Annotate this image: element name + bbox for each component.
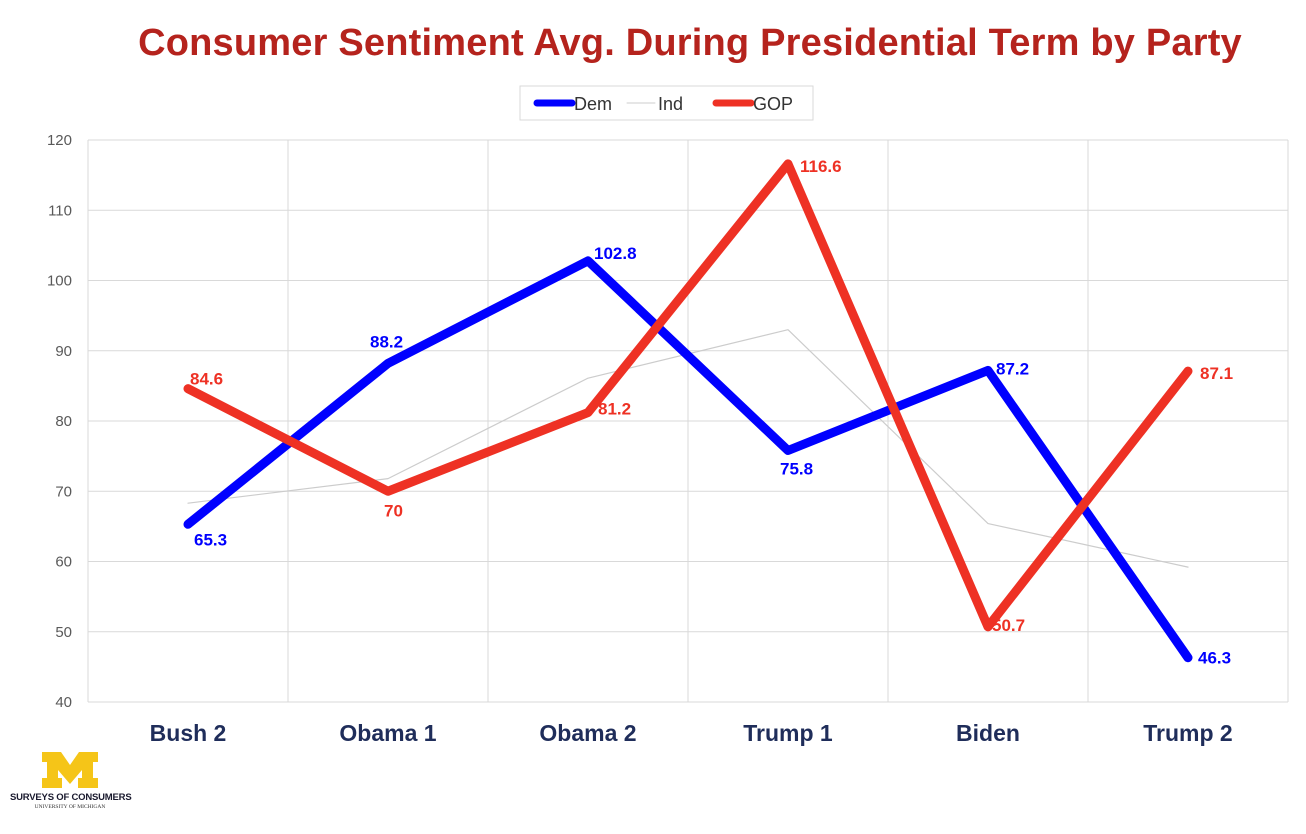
legend-label-ind: Ind	[658, 94, 683, 114]
data-label-layer: 65.3 88.2 102.8 75.8 87.2 46.3 84.6 70 81.2 116.6…	[190, 157, 1233, 668]
data-label-dem: 75.8	[780, 460, 813, 479]
y-tick-label: 100	[47, 273, 72, 290]
x-tick-label: Biden	[956, 720, 1020, 746]
grid-layer	[87, 139, 1289, 703]
data-label-gop: 81.2	[598, 400, 631, 419]
data-label-gop: 70	[384, 501, 403, 520]
data-label-dem: 87.2	[996, 359, 1029, 378]
x-tick-label: Bush 2	[150, 720, 227, 746]
data-label-gop: 116.6	[800, 157, 842, 176]
data-label-dem: 102.8	[594, 244, 637, 263]
x-tick-label: Trump 2	[1143, 720, 1232, 746]
logo-text-line2: UNIVERSITY OF MICHIGAN	[34, 804, 106, 810]
legend-label-dem: Dem	[574, 94, 612, 114]
series-line-gop	[183, 159, 1193, 632]
series-layer	[183, 159, 1193, 663]
y-tick-label: 90	[55, 343, 72, 360]
x-tick-label: Trump 1	[743, 720, 833, 746]
surveys-of-consumers-logo: SURVEYS OF CONSUMERS UNIVERSITY OF MICHI…	[10, 748, 132, 828]
data-label-dem: 65.3	[194, 530, 227, 549]
x-tick-label: Obama 2	[539, 720, 636, 746]
y-tick-label: 50	[55, 624, 72, 641]
y-tick-label: 70	[55, 483, 72, 500]
data-label-dem: 46.3	[1198, 649, 1231, 668]
x-tick-label: Obama 1	[339, 720, 436, 746]
legend-label-gop: GOP	[753, 94, 793, 114]
legend: Dem Ind GOP	[519, 85, 814, 121]
series-line-dem	[183, 256, 1193, 663]
data-label-gop: 84.6	[190, 370, 223, 389]
logo-text-line1: SURVEYS OF CONSUMERS	[10, 792, 132, 803]
y-tick-label: 110	[48, 202, 72, 219]
axis-layer: 40 50 60 70 80 90 100 110 120 Bush 2 Obama 1 Obama …	[47, 132, 1233, 746]
y-tick-label: 80	[55, 413, 72, 430]
chart-title: Consumer Sentiment Avg. During President…	[138, 22, 1242, 64]
block-m-icon	[42, 752, 98, 788]
data-label-gop: 50.7	[992, 616, 1025, 635]
y-tick-label: 60	[55, 554, 72, 571]
data-label-dem: 88.2	[370, 332, 403, 351]
y-tick-label: 40	[55, 694, 72, 711]
data-label-gop: 87.1	[1200, 364, 1233, 383]
y-tick-label: 120	[47, 132, 72, 149]
